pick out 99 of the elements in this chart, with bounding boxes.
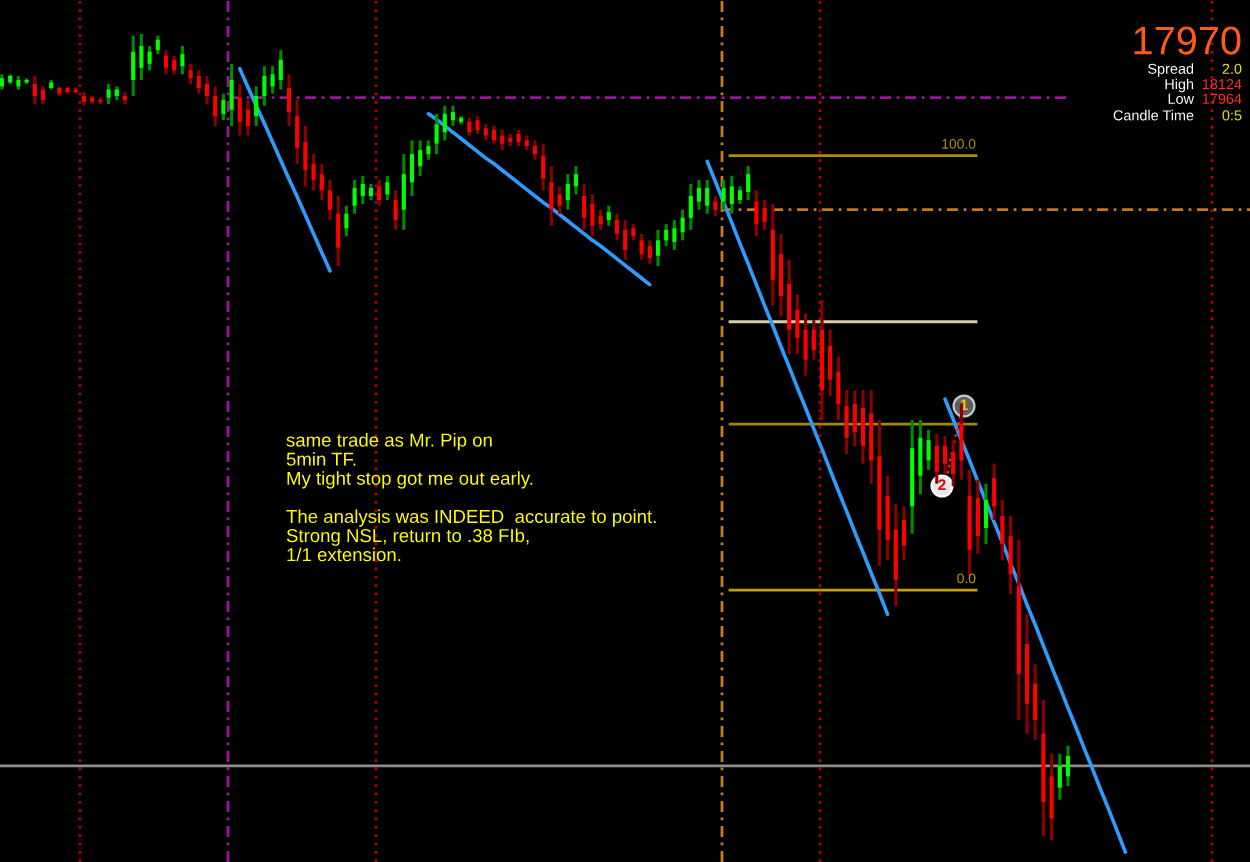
candlestick bbox=[787, 258, 792, 356]
candlestick bbox=[606, 204, 611, 228]
candlestick bbox=[188, 62, 193, 86]
candlestick bbox=[262, 64, 267, 108]
candlestick bbox=[1049, 752, 1054, 842]
candlestick bbox=[532, 138, 538, 162]
candlestick bbox=[377, 178, 382, 208]
candlestick bbox=[557, 184, 562, 216]
candlestick bbox=[975, 478, 980, 556]
candlestick bbox=[623, 218, 628, 262]
candlestick bbox=[664, 222, 669, 248]
candlestick bbox=[811, 318, 816, 362]
candlestick bbox=[655, 228, 661, 268]
candlestick bbox=[934, 432, 939, 486]
candlestick bbox=[869, 388, 874, 486]
candlestick bbox=[245, 98, 251, 138]
candlestick bbox=[729, 174, 734, 216]
candlestick bbox=[565, 172, 570, 212]
candlestick bbox=[295, 98, 300, 166]
candlestick bbox=[828, 328, 833, 398]
candlestick bbox=[942, 434, 948, 476]
candlestick bbox=[639, 232, 644, 262]
candlestick bbox=[1008, 514, 1013, 596]
candlestick bbox=[327, 178, 333, 222]
candlestick bbox=[204, 74, 210, 106]
candlestick bbox=[721, 178, 726, 212]
candlestick bbox=[500, 128, 505, 152]
candlestick bbox=[270, 64, 275, 96]
candlestick bbox=[959, 402, 964, 482]
candlestick bbox=[196, 68, 201, 96]
candlestick bbox=[385, 174, 390, 202]
candlestick bbox=[901, 504, 907, 562]
candlestick bbox=[549, 164, 554, 228]
candlestick bbox=[286, 72, 292, 128]
candlestick bbox=[147, 44, 152, 72]
candlestick bbox=[836, 354, 841, 422]
text: 17970 bbox=[1134, 26, 1241, 55]
candlestick bbox=[688, 182, 693, 232]
candlestick bbox=[951, 438, 956, 488]
candlestick bbox=[254, 84, 259, 128]
candlestick bbox=[278, 48, 283, 92]
candlestick bbox=[647, 238, 652, 266]
candlestick bbox=[918, 418, 923, 496]
candlestick bbox=[163, 48, 169, 76]
candlestick bbox=[319, 162, 324, 202]
candlestick bbox=[582, 182, 587, 232]
candlestick bbox=[795, 292, 800, 356]
candlestick bbox=[992, 462, 997, 522]
candlestick bbox=[614, 212, 620, 242]
candlestick bbox=[409, 138, 415, 198]
candlestick bbox=[131, 34, 136, 98]
candlestick bbox=[680, 208, 685, 242]
candlestick bbox=[393, 188, 398, 232]
candlestick bbox=[172, 54, 177, 76]
candlestick bbox=[32, 74, 37, 106]
candlestick bbox=[885, 474, 890, 562]
candlestick bbox=[344, 204, 349, 238]
candlestick bbox=[401, 152, 406, 232]
candlestick bbox=[221, 92, 226, 122]
candlestick bbox=[311, 152, 316, 192]
candlestick bbox=[426, 138, 431, 162]
candlestick bbox=[237, 82, 242, 138]
candlestick bbox=[450, 104, 456, 128]
candlestick bbox=[336, 194, 341, 268]
candlestick bbox=[541, 142, 546, 192]
candlestick bbox=[590, 192, 595, 238]
candlestick bbox=[229, 62, 234, 128]
candlestick bbox=[860, 388, 866, 466]
candlestick bbox=[754, 188, 759, 238]
candlestick bbox=[418, 138, 423, 178]
candlestick bbox=[360, 174, 365, 206]
candlestick bbox=[303, 124, 308, 188]
candlestick bbox=[983, 482, 989, 546]
candlestick bbox=[213, 84, 218, 128]
candlestick bbox=[1065, 744, 1071, 788]
candlestick bbox=[852, 388, 857, 448]
candlestick bbox=[696, 178, 702, 212]
candlestick bbox=[434, 112, 439, 156]
candlestick bbox=[803, 312, 808, 378]
candlestick bbox=[155, 34, 160, 56]
candlestick bbox=[926, 428, 931, 472]
candlestick bbox=[106, 82, 111, 106]
candlestick bbox=[1057, 752, 1062, 802]
candlestick bbox=[180, 44, 185, 76]
candlestick bbox=[762, 198, 767, 232]
candlestick bbox=[442, 104, 447, 142]
candlestick bbox=[713, 194, 718, 218]
candlestick bbox=[1000, 498, 1005, 562]
candlestick bbox=[746, 164, 751, 202]
candlestick bbox=[573, 164, 579, 196]
candlestick bbox=[598, 208, 603, 232]
candlestick bbox=[705, 178, 710, 216]
candlestick bbox=[778, 232, 784, 318]
candlestick bbox=[1033, 662, 1038, 742]
candlestick bbox=[139, 32, 144, 82]
candlestick bbox=[844, 388, 849, 456]
candlestick bbox=[672, 218, 677, 252]
candlestick bbox=[352, 178, 357, 216]
annotation: same trade as Mr. Pip on 5min TF. My tight stop got me out early. The analysis was INDEED accurate to point. Strong NSL, return to .38 FIb, 1/1 extension. bbox=[286, 433, 656, 562]
